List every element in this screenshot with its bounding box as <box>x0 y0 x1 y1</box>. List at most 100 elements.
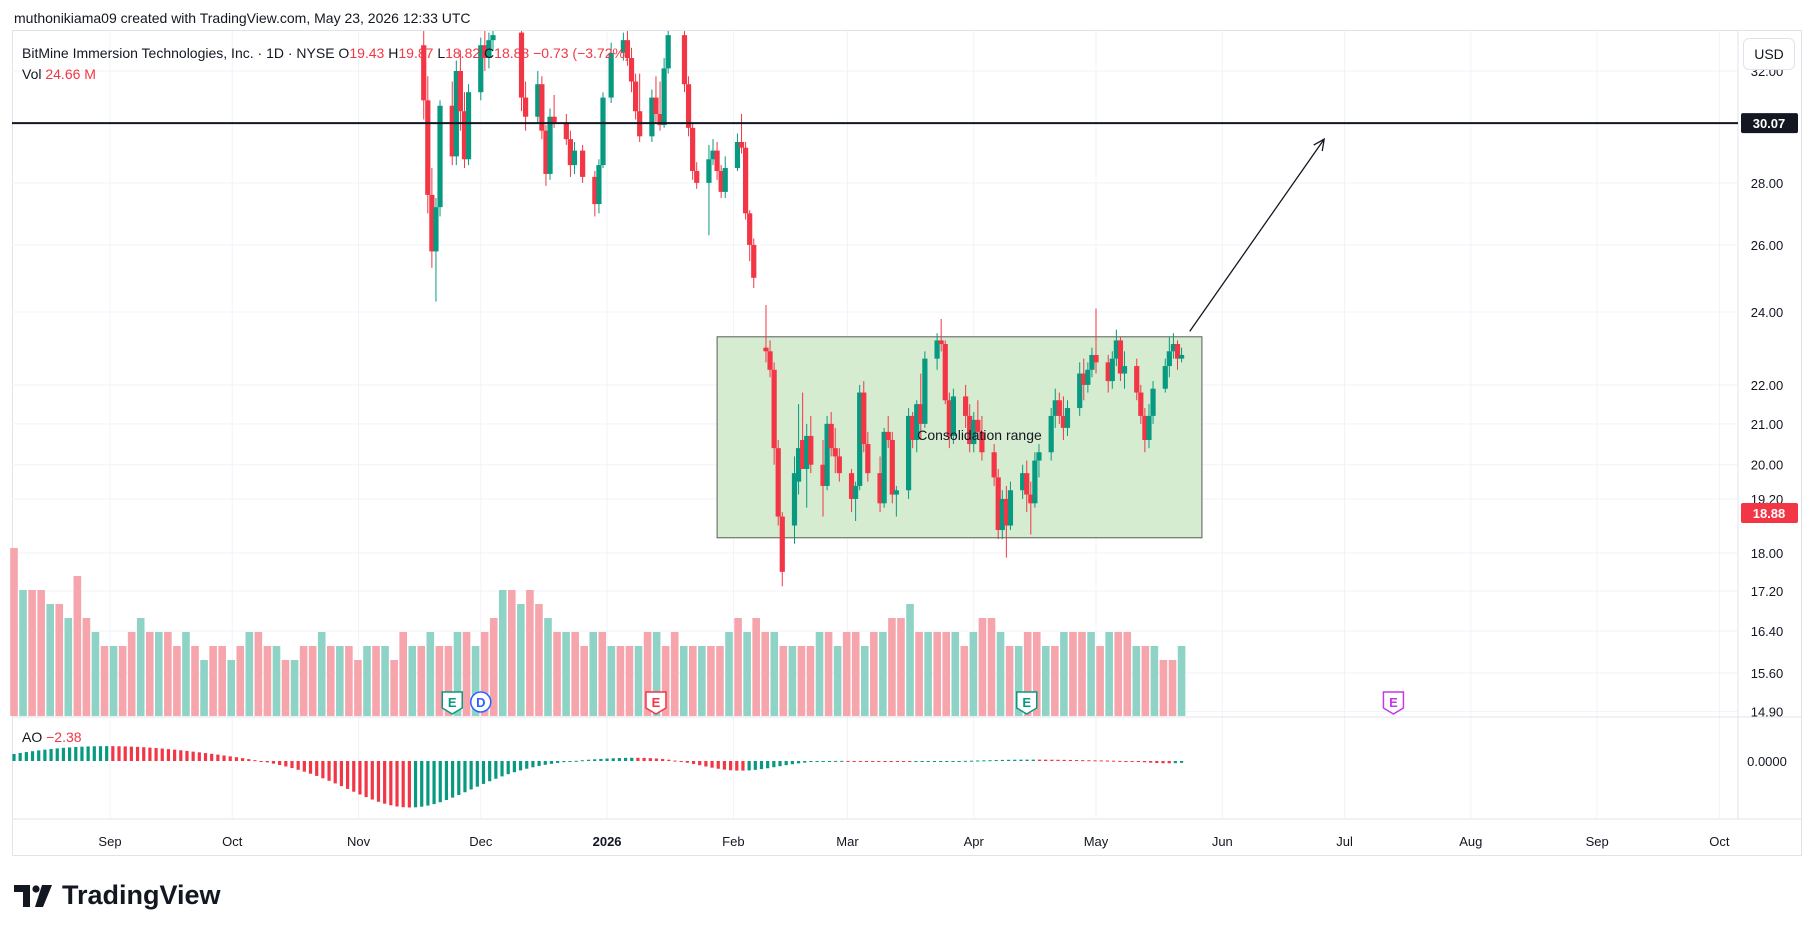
candle-body <box>1121 366 1128 374</box>
volume-bar <box>354 660 362 716</box>
ao-bar <box>376 761 381 802</box>
brand-name: TradingView <box>62 880 221 910</box>
volume-bar <box>245 632 254 716</box>
volume-bar <box>562 632 570 716</box>
close-value: 18.88 <box>494 45 530 61</box>
ao-bar <box>667 759 671 761</box>
ao-bar <box>364 761 368 798</box>
time-tick-label: Feb <box>722 834 744 849</box>
volume-bar <box>978 618 987 716</box>
volume-bar <box>236 646 245 716</box>
volume-bar <box>1014 646 1023 716</box>
ao-bar <box>1179 761 1184 763</box>
candle-body <box>482 45 488 59</box>
volume-bar <box>480 632 489 716</box>
ao-bar <box>617 758 622 761</box>
time-tick-label: Apr <box>964 834 985 849</box>
candle-body <box>437 105 443 208</box>
ao-bar <box>988 760 992 762</box>
earnings-marker <box>1382 691 1405 715</box>
candle-body <box>461 111 468 160</box>
last-price-tag <box>1741 503 1798 524</box>
event-marker-label: E <box>652 695 661 710</box>
time-tick-label: 2026 <box>593 834 622 849</box>
ao-bar <box>247 759 251 761</box>
volume-bar <box>643 632 652 716</box>
volume-bar <box>897 618 905 716</box>
volume-bar <box>987 618 996 716</box>
ao-bar <box>1130 761 1134 762</box>
ao-bar <box>889 761 893 762</box>
earnings-marker <box>441 691 463 715</box>
candle-body <box>1174 344 1181 359</box>
candle-body <box>649 97 655 137</box>
ao-bar <box>191 751 195 761</box>
ao-zero-label: 0.0000 <box>1747 754 1787 769</box>
ao-bar <box>864 761 869 762</box>
volume-bar <box>1123 632 1132 716</box>
price-tick-label: 21.00 <box>1751 417 1784 432</box>
ao-bar <box>642 757 646 761</box>
candle-body <box>620 40 626 53</box>
volume-bar <box>1159 660 1168 716</box>
ao-bar <box>1031 759 1035 761</box>
ao-bar <box>932 761 937 762</box>
volume-bar <box>182 632 190 716</box>
volume-bar <box>381 646 389 716</box>
candle-body <box>828 423 834 449</box>
drawings-layer: Consolidation range <box>12 122 1738 443</box>
candle-body <box>775 448 781 517</box>
ao-bar <box>976 760 980 762</box>
ao-bar <box>926 761 930 762</box>
volume-bar <box>770 632 779 716</box>
volume-bar <box>498 590 507 716</box>
ao-bar <box>691 761 696 764</box>
volume-bar <box>1041 646 1050 716</box>
volume-bar <box>372 646 380 716</box>
volume-bar <box>82 618 91 716</box>
candle-body <box>632 81 639 112</box>
brand[interactable]: TradingView <box>14 880 221 911</box>
event-marker-label: D <box>476 695 485 710</box>
ao-bar <box>358 761 362 795</box>
candle-body <box>1007 490 1014 526</box>
earnings-marker <box>1015 691 1038 715</box>
volume-bar <box>345 646 353 716</box>
volume-bar <box>173 646 181 716</box>
ao-bar <box>197 752 201 761</box>
ao-bar <box>722 761 727 770</box>
volume-bar <box>752 618 760 716</box>
volume-bar <box>761 632 770 716</box>
volume-bar <box>544 618 552 716</box>
volume-bar <box>670 632 679 716</box>
volume-bar <box>1132 646 1141 716</box>
volume-bar <box>507 590 516 716</box>
candle-body <box>624 40 631 59</box>
ao-bar <box>1019 759 1023 761</box>
ao-bar <box>951 761 955 762</box>
candle-body <box>522 97 529 117</box>
volume-bar <box>1141 646 1150 716</box>
ao-bar <box>1062 759 1066 761</box>
currency-button[interactable]: USD <box>1743 38 1795 70</box>
time-tick-label: Oct <box>222 834 243 849</box>
volume-bar <box>308 646 317 716</box>
volume-bar <box>326 646 335 716</box>
time-tick-label: Aug <box>1459 834 1482 849</box>
volume-bar <box>743 632 751 716</box>
projection-arrow <box>1189 138 1325 332</box>
volume-bar <box>10 548 18 716</box>
candle-body <box>734 141 741 169</box>
candle-body <box>706 159 712 183</box>
ao-bar <box>562 761 566 763</box>
candle-body <box>979 431 985 453</box>
volume-bar <box>164 632 172 716</box>
ao-bar <box>142 747 146 761</box>
volume-bar <box>399 632 407 716</box>
ao-bar <box>1124 761 1128 762</box>
volume-bar <box>1096 646 1104 716</box>
ao-bar <box>827 761 832 762</box>
volume-bar <box>299 646 308 716</box>
volume-bar <box>444 646 453 716</box>
